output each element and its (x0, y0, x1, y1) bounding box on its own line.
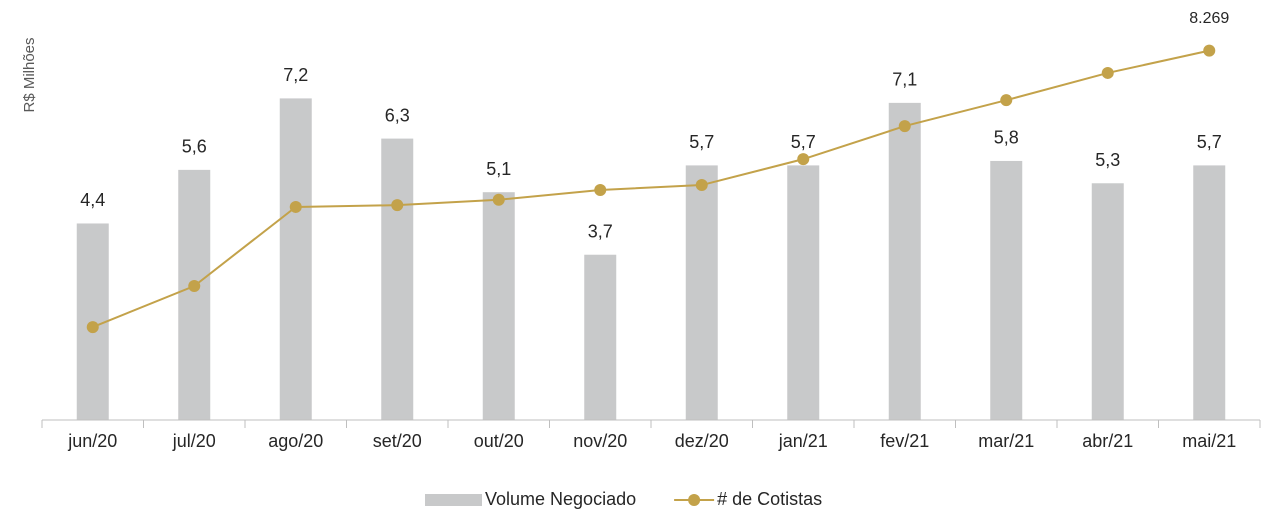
data-label: 5,8 (994, 128, 1019, 148)
line-marker (188, 280, 201, 292)
line-marker (391, 199, 404, 212)
x-tick-label: set/20 (373, 431, 422, 451)
bar (990, 160, 1023, 420)
x-tick-label: fev/21 (880, 431, 929, 451)
x-tick-label: out/20 (474, 431, 524, 451)
legend-swatch (425, 494, 482, 506)
bar (685, 165, 718, 420)
bar (888, 102, 921, 420)
data-label: 5,1 (486, 159, 511, 179)
x-tick-label: jul/20 (172, 431, 216, 451)
bar (1091, 183, 1124, 420)
data-label: 8.269 (1189, 10, 1229, 27)
x-tick-label: jun/20 (67, 431, 117, 451)
line-marker (86, 321, 99, 334)
line-marker (898, 120, 911, 133)
data-label: 7,2 (283, 65, 308, 85)
bar (279, 98, 312, 421)
data-label: 5,7 (1197, 132, 1222, 152)
legend-swatch (688, 494, 701, 506)
data-label: 5,6 (182, 137, 207, 157)
bar (178, 169, 211, 420)
x-tick-label: dez/20 (675, 431, 729, 451)
data-label: 5,3 (1095, 150, 1120, 170)
data-label: 5,7 (689, 132, 714, 152)
line-marker (1203, 44, 1216, 57)
line-marker (1101, 66, 1114, 79)
x-tick-label: jan/21 (778, 431, 828, 451)
legend-label: # de Cotistas (717, 489, 822, 509)
data-label: 5,7 (791, 132, 816, 152)
data-label: 7,1 (892, 70, 917, 90)
line-marker (594, 183, 607, 196)
bar (787, 165, 820, 420)
x-tick-label: nov/20 (573, 431, 627, 451)
line-marker (289, 200, 302, 213)
x-tick-label: abr/21 (1082, 431, 1133, 451)
data-label: 4,4 (80, 190, 105, 210)
data-label: 6,3 (385, 105, 410, 125)
line-marker (492, 193, 505, 206)
data-label: 3,7 (588, 221, 613, 241)
x-tick-label: ago/20 (268, 431, 323, 451)
line-marker (1000, 94, 1013, 107)
bar (1193, 165, 1226, 420)
y-axis-label: R$ Milhões (21, 37, 38, 112)
line (92, 49, 1210, 329)
legend-label: Volume Negociado (485, 489, 636, 509)
x-tick-label: mar/21 (978, 431, 1034, 451)
bar (584, 254, 617, 420)
bar (482, 192, 515, 420)
line-marker (695, 179, 708, 192)
line-marker (797, 153, 810, 166)
x-tick-label: mai/21 (1182, 431, 1236, 451)
bar (381, 138, 414, 420)
